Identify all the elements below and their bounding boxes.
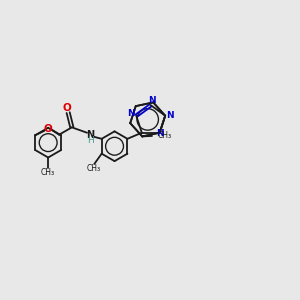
Text: N: N [156, 129, 164, 138]
Text: N: N [148, 96, 156, 105]
Text: H: H [87, 136, 93, 145]
Text: O: O [63, 103, 71, 113]
Text: O: O [43, 124, 52, 134]
Text: N: N [86, 130, 94, 140]
Text: CH₃: CH₃ [41, 168, 55, 177]
Text: CH₃: CH₃ [87, 164, 101, 173]
Text: N: N [128, 109, 135, 118]
Text: CH₃: CH₃ [158, 131, 172, 140]
Text: N: N [166, 111, 174, 120]
